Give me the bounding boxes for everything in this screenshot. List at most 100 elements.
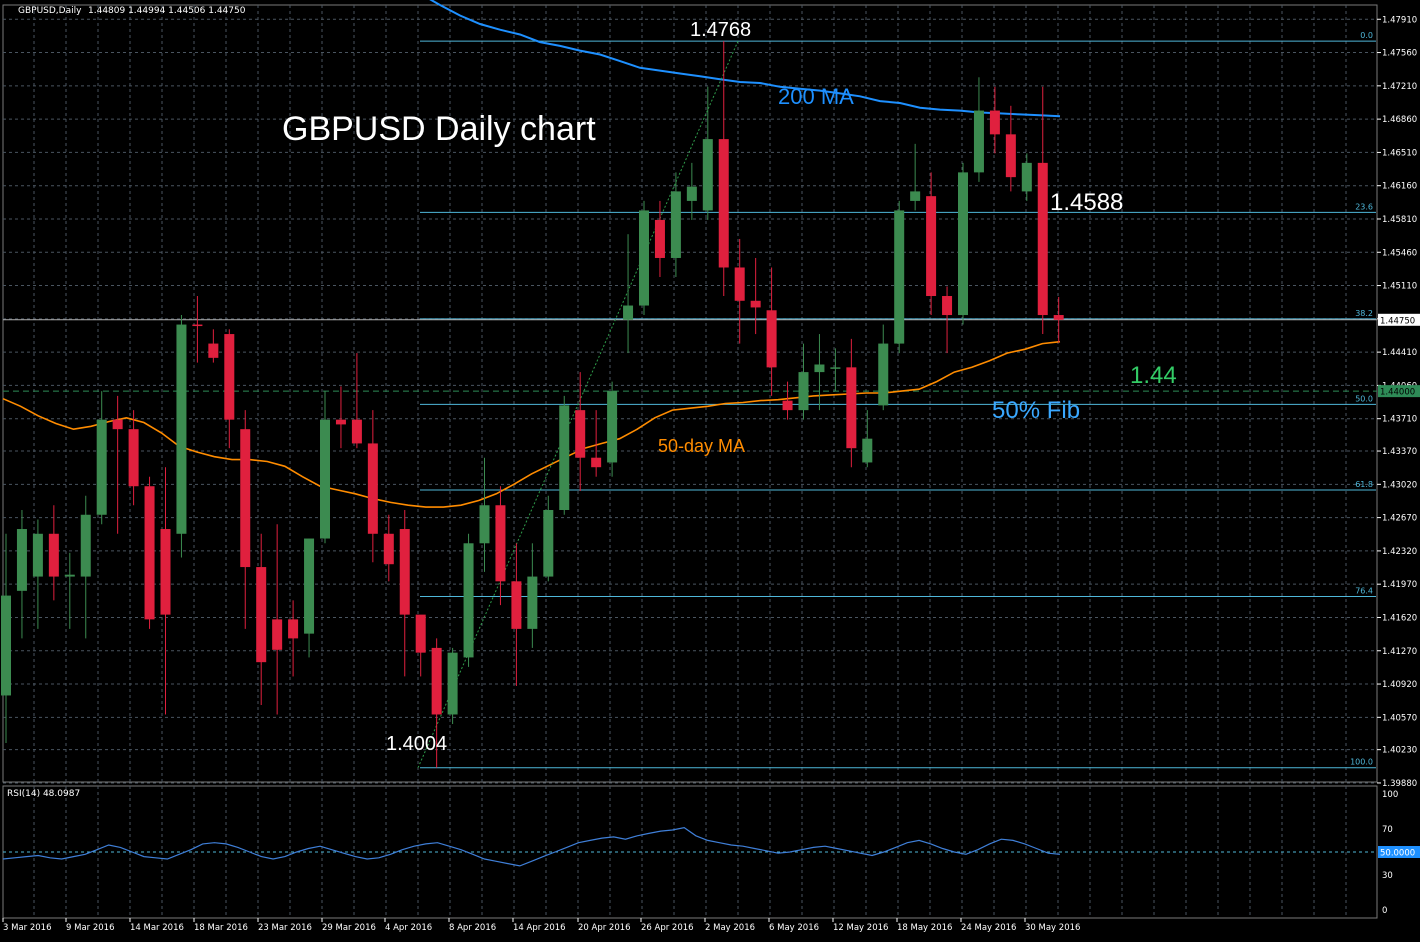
x-tick-label: 20 Apr 2016 bbox=[578, 923, 631, 933]
y-tick-label: 1.43020 bbox=[1382, 480, 1417, 490]
support-label: 1.44 bbox=[1130, 362, 1177, 389]
candle-body bbox=[1, 595, 11, 696]
x-tick-label: 24 May 2016 bbox=[961, 923, 1016, 933]
candle-body bbox=[1053, 315, 1064, 320]
candle-body bbox=[718, 139, 729, 268]
y-tick-label: 1.45460 bbox=[1382, 248, 1417, 258]
candle-body bbox=[654, 219, 665, 258]
candle-body bbox=[320, 419, 330, 539]
y-tick-label: 1.40920 bbox=[1382, 680, 1417, 690]
x-tick-label: 14 Apr 2016 bbox=[513, 923, 566, 933]
rsi-panel: 100705030050.0000 bbox=[2, 790, 1420, 916]
candle-body bbox=[144, 486, 155, 620]
fib-levels: 0.0 23.6 38.2 50.0 61.8 76.4 100.0 bbox=[420, 31, 1376, 769]
candle-body bbox=[16, 529, 27, 591]
x-tick-label: 14 Mar 2016 bbox=[130, 923, 184, 933]
grid bbox=[2, 4, 1378, 919]
candle-body bbox=[415, 614, 426, 653]
y-tick-label: 1.46160 bbox=[1382, 182, 1417, 192]
rsi-tick-label: 100 bbox=[1382, 790, 1398, 800]
candle-body bbox=[942, 296, 953, 316]
candle-body bbox=[702, 139, 713, 211]
rsi-path bbox=[2, 826, 1061, 867]
header-ohlc: 1.44809 1.44994 1.44506 1.44750 bbox=[88, 6, 246, 16]
candle-body bbox=[208, 343, 219, 358]
y-tick-label: 1.46860 bbox=[1382, 115, 1417, 125]
rsi-level-tag: 50.0000 bbox=[1380, 849, 1415, 859]
fib-label: 50.0 bbox=[1355, 394, 1373, 403]
candle-body bbox=[734, 267, 745, 301]
candle-body bbox=[894, 210, 905, 344]
y-tick-label: 1.39880 bbox=[1382, 779, 1417, 789]
candle-body bbox=[64, 574, 75, 577]
candle-body bbox=[623, 305, 634, 320]
candle-body bbox=[128, 429, 139, 487]
candle-body bbox=[351, 419, 362, 444]
rsi-level-tag-bg bbox=[1378, 846, 1420, 858]
candle-body bbox=[495, 505, 506, 582]
candle-body bbox=[1021, 162, 1032, 192]
candle-body bbox=[670, 191, 681, 258]
y-tick-label: 1.44410 bbox=[1382, 348, 1417, 358]
candle-body bbox=[272, 619, 283, 650]
ma200-label: 200 MA bbox=[778, 84, 854, 109]
current-price-tag-bg bbox=[1378, 313, 1420, 326]
candle-body bbox=[288, 619, 299, 639]
candle-body bbox=[240, 429, 251, 568]
x-tick-label: 26 Apr 2016 bbox=[641, 923, 694, 933]
y-tick-label: 1.47210 bbox=[1382, 82, 1417, 92]
candle-body bbox=[830, 367, 841, 369]
candle-body bbox=[559, 405, 570, 511]
candle-body bbox=[112, 419, 123, 430]
y-tick-label: 1.45110 bbox=[1382, 282, 1417, 292]
fib-label: 61.8 bbox=[1355, 480, 1373, 489]
ma50-label: 50-day MA bbox=[658, 436, 745, 456]
candle-body bbox=[479, 505, 490, 544]
candle-body bbox=[192, 324, 203, 327]
x-tick-label: 2 May 2016 bbox=[705, 923, 755, 933]
x-tick-label: 12 May 2016 bbox=[833, 923, 888, 933]
candle-body bbox=[750, 300, 761, 308]
candle-body bbox=[591, 457, 602, 468]
candles bbox=[1, 41, 1064, 768]
candle-body bbox=[575, 410, 586, 458]
candle-body bbox=[32, 533, 43, 577]
support-price-tag-bg bbox=[1378, 385, 1420, 398]
candle-body bbox=[383, 533, 394, 565]
x-tick-label: 29 Mar 2016 bbox=[322, 923, 376, 933]
candle-body bbox=[256, 567, 267, 663]
x-tick-label: 18 May 2016 bbox=[897, 923, 952, 933]
support-price-tag: 1.44000 bbox=[1380, 388, 1415, 398]
candle-body bbox=[367, 443, 378, 534]
fib-label: 100.0 bbox=[1350, 758, 1373, 767]
candle-body bbox=[989, 110, 1000, 135]
x-tick-label: 18 Mar 2016 bbox=[194, 923, 248, 933]
candle-body bbox=[782, 400, 793, 411]
rsi-tick-label: 30 bbox=[1382, 871, 1393, 881]
candle-body bbox=[1005, 134, 1016, 178]
fib-label: 76.4 bbox=[1355, 587, 1373, 596]
level-label: 1.4588 bbox=[1050, 189, 1123, 216]
support-line bbox=[3, 319, 1377, 392]
candle-body bbox=[160, 529, 171, 615]
y-tick-label: 1.41620 bbox=[1382, 613, 1417, 623]
rsi-tick-label: 0 bbox=[1382, 906, 1387, 916]
y-tick-label: 1.40570 bbox=[1382, 713, 1417, 723]
low-label: 1.4004 bbox=[386, 733, 447, 755]
price-axis: 1.47910 1.47560 1.47210 1.46860 1.46510 1.461… bbox=[1377, 15, 1420, 789]
candle-body bbox=[607, 391, 618, 463]
candle-body bbox=[304, 538, 315, 634]
candle-body bbox=[447, 652, 458, 715]
x-tick-label: 9 Mar 2016 bbox=[66, 923, 114, 933]
candle-body bbox=[766, 310, 777, 368]
candle-body bbox=[335, 419, 346, 425]
candle-body bbox=[958, 172, 968, 316]
candle-body bbox=[686, 186, 697, 201]
y-tick-label: 1.47910 bbox=[1382, 15, 1417, 25]
candle-body bbox=[878, 343, 889, 406]
y-tick-label: 1.46510 bbox=[1382, 148, 1417, 158]
ma200-path bbox=[429, 0, 1061, 118]
y-tick-label: 1.45810 bbox=[1382, 215, 1417, 225]
